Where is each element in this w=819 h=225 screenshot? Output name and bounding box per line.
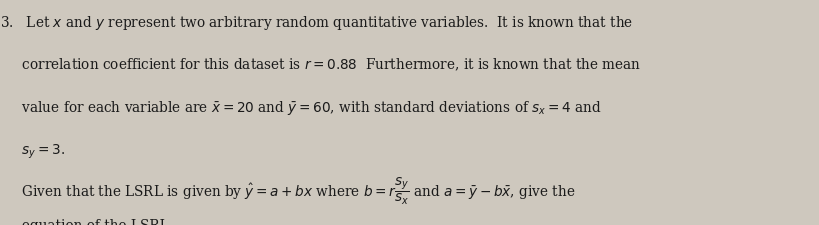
Text: value for each variable are $\bar{x}=20$ and $\bar{y}=60$, with standard deviati: value for each variable are $\bar{x}=20$…	[0, 99, 602, 117]
Text: Given that the LSRL is given by $\hat{y}=a+bx$ where $b=r\dfrac{s_y}{s_x}$ and $: Given that the LSRL is given by $\hat{y}…	[0, 176, 576, 207]
Text: 3.   Let $x$ and $y$ represent two arbitrary random quantitative variables.  It : 3. Let $x$ and $y$ represent two arbitra…	[0, 14, 633, 32]
Text: correlation coefficient for this dataset is $r=0.88$  Furthermore, it is known t: correlation coefficient for this dataset…	[0, 56, 641, 73]
Text: equation of the LSRL.: equation of the LSRL.	[0, 218, 173, 225]
Text: $s_y=3$.: $s_y=3$.	[0, 142, 66, 160]
